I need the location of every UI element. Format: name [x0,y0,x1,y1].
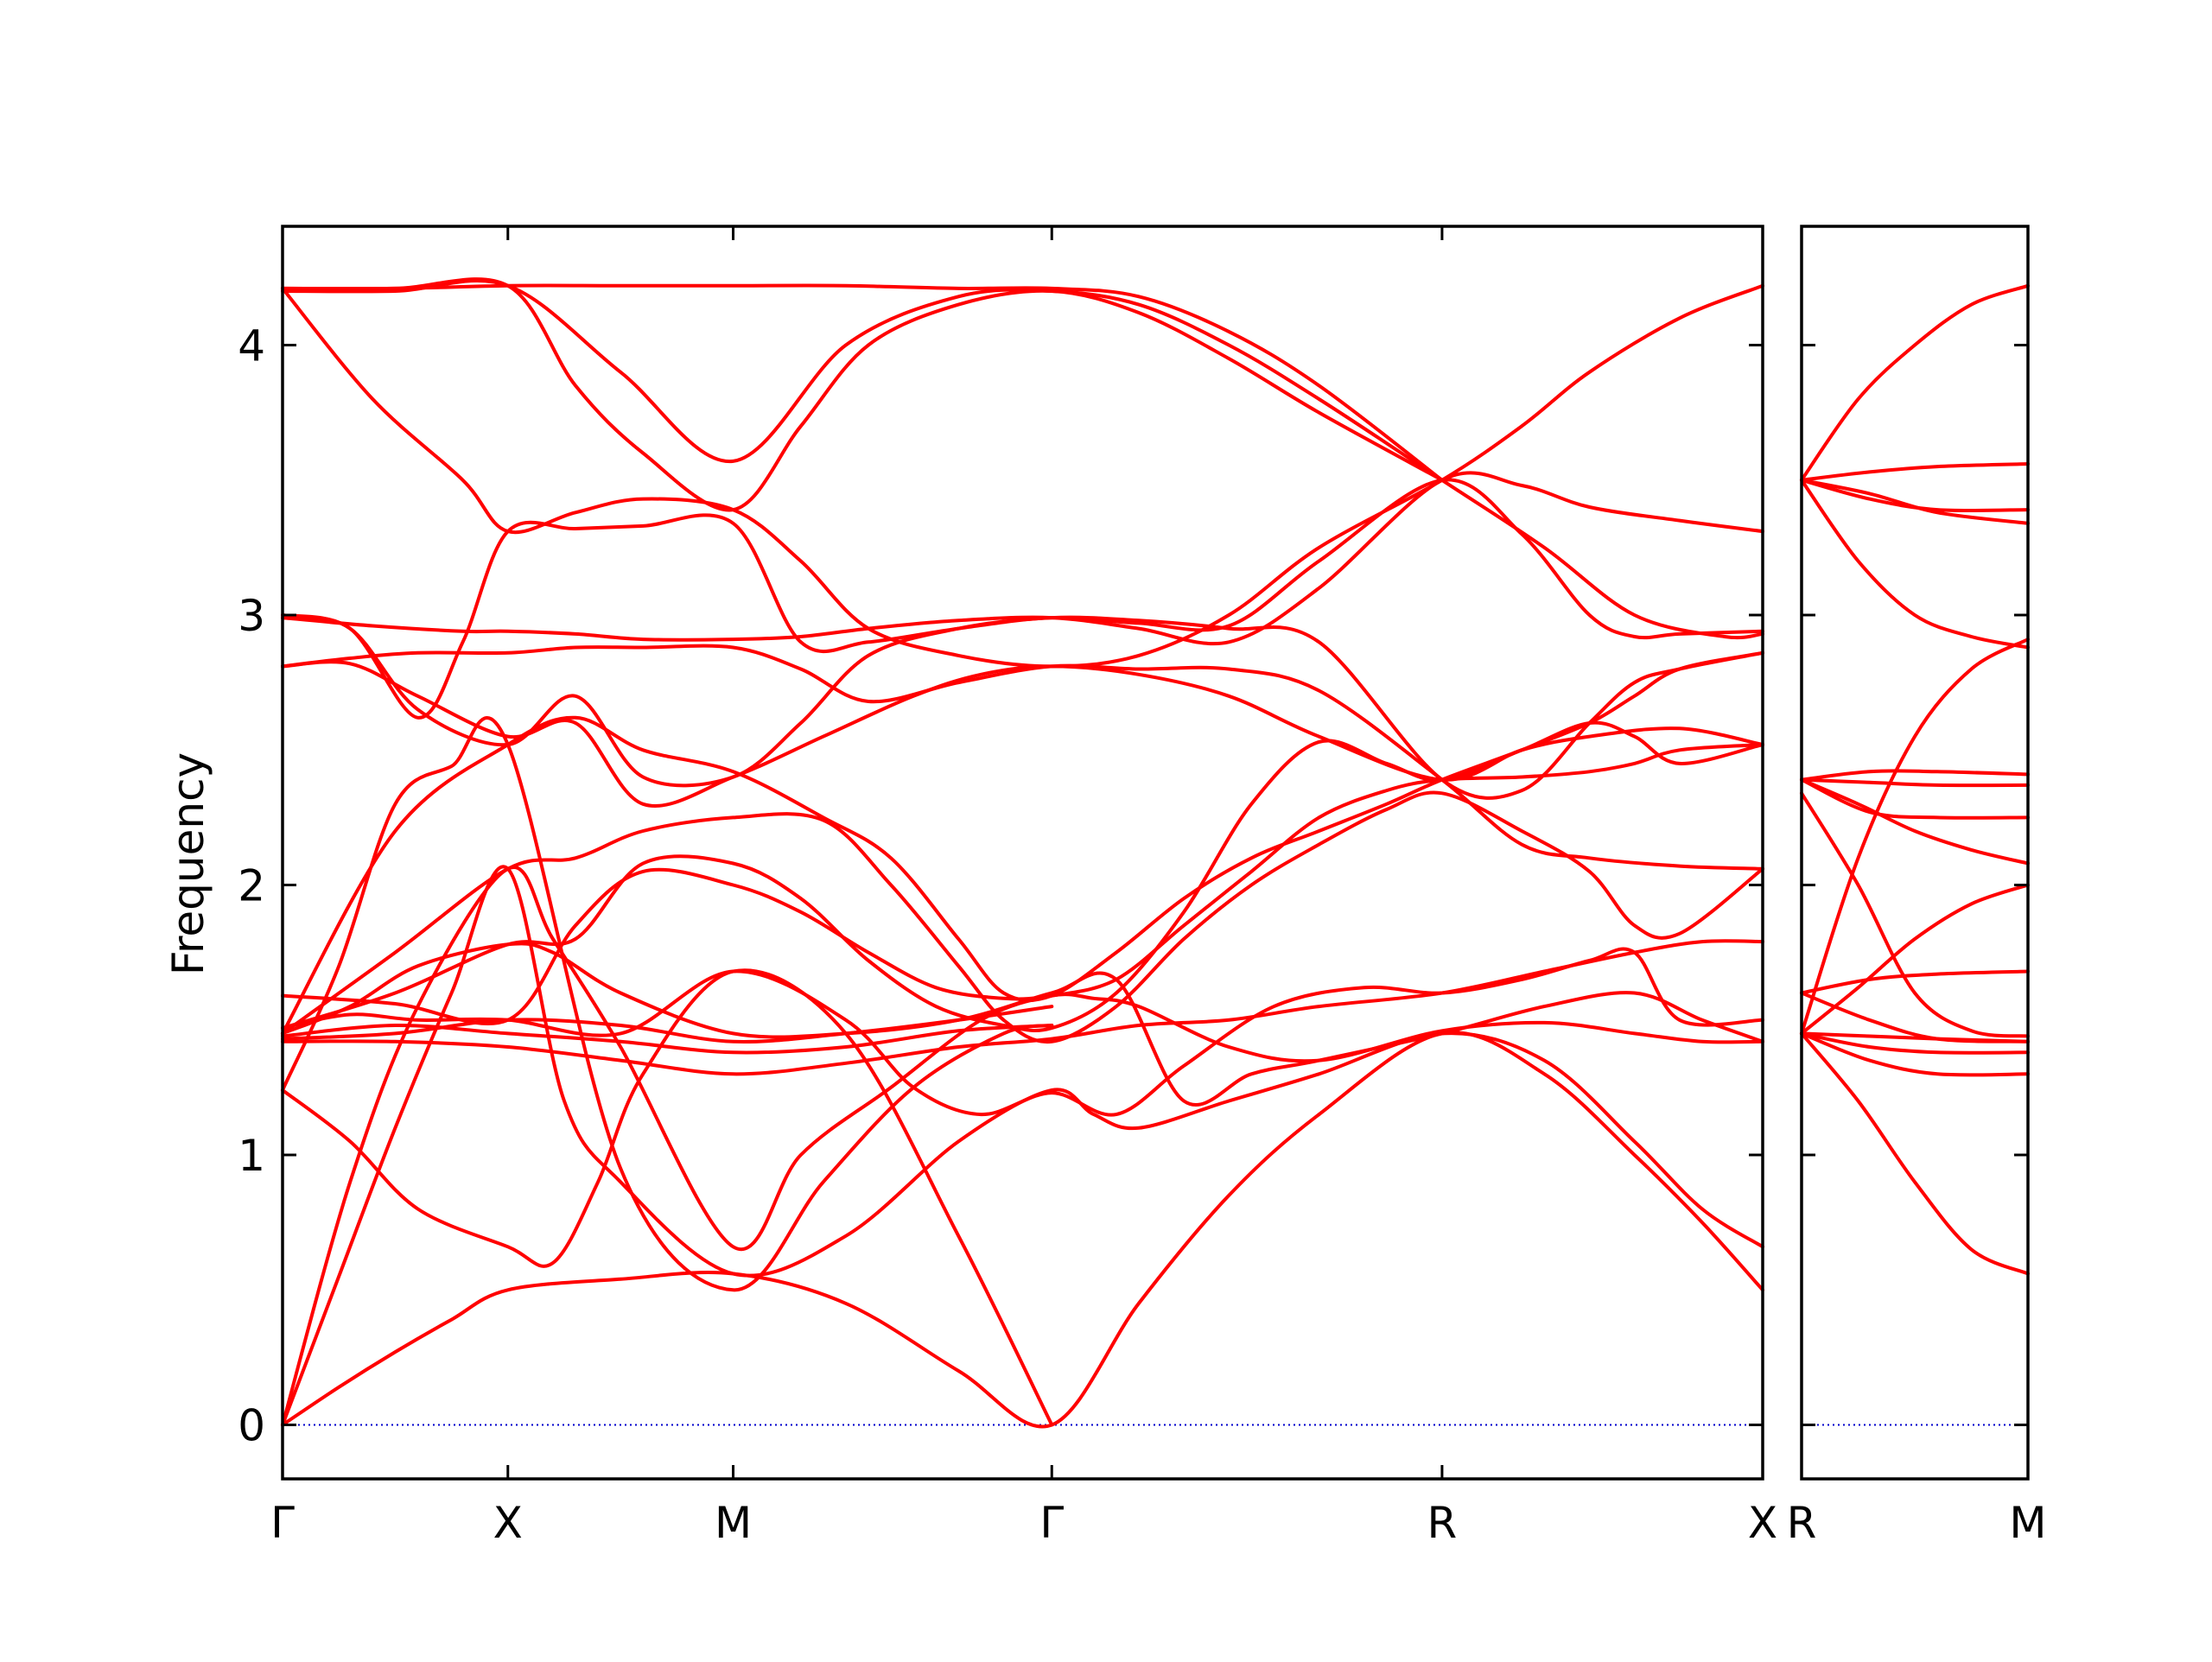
panel-right-band-18 [1800,1031,2030,1276]
panel-right-frame [1800,225,2030,1481]
panel-main-band-15 [281,644,1764,871]
panel-main-band-21 [281,279,1764,640]
panel-main-band-9 [281,1023,1054,1055]
panel-main-band-2 [281,865,1764,1427]
panel-main-xtick-label: X [1748,1498,1777,1548]
panel-main-band-22 [281,283,1444,482]
panel-right-band-10 [1800,777,2030,866]
panel-main-xtick-label: Γ [270,1498,295,1548]
ytick-label: 3 [238,591,265,641]
panel-right-band-2 [1800,462,2030,482]
panel-right-band-16 [1800,1031,2030,1055]
panel-main-band-5 [281,716,1054,1292]
panel-right-band-3 [1800,478,2030,513]
panel-main-band-13 [281,790,1764,1044]
panel-right-band-4 [1800,478,2030,525]
panel-right-xtick-label: R [1787,1498,1817,1548]
panel-right-band-13 [1800,969,2030,995]
panel-right-band-5 [1800,478,2030,650]
panel-main-xtick-label: Γ [1039,1498,1064,1548]
y-axis-label: Frequency [163,752,213,975]
ytick-label: 2 [238,861,265,911]
panel-main-band-16 [281,660,1764,808]
ytick-label: 0 [238,1401,265,1451]
panel-main-band-20 [281,283,1764,669]
panel-main-xtick-label: R [1427,1498,1458,1548]
panel-main-band-3 [281,866,1764,1427]
panel-main-band-23 [281,277,1444,512]
panel-main-band-4 [281,968,1054,1427]
panel-right-band-15 [1800,1031,2030,1044]
panel-main-band-12 [281,720,1764,1032]
panel-right-band-11 [1800,791,2030,1038]
panel-main-xtick-label: M [715,1498,752,1548]
panel-main-frame [281,225,1764,1481]
panel-right-band-8 [1800,777,2030,788]
panel-main-band-11 [281,743,1764,1025]
ytick-label: 4 [238,321,265,371]
panel-main-band-10 [281,1005,1054,1044]
panel-right-xtick-label: M [2009,1498,2046,1548]
panel-right-band-17 [1800,1031,2030,1077]
panel-right-band-12 [1800,883,2030,1036]
ytick-label: 1 [238,1131,265,1181]
panel-main-band-17 [281,613,1764,800]
panel-main-xtick-label: X [493,1498,523,1548]
panel-main-band-18 [281,478,1764,720]
panel-right-band-9 [1800,777,2030,820]
panel-right-band-7 [1800,769,2030,782]
panel-right-band-6 [1800,638,2030,1036]
panel-right-band-1 [1800,283,2030,482]
panel-main-band-19 [281,471,1764,646]
